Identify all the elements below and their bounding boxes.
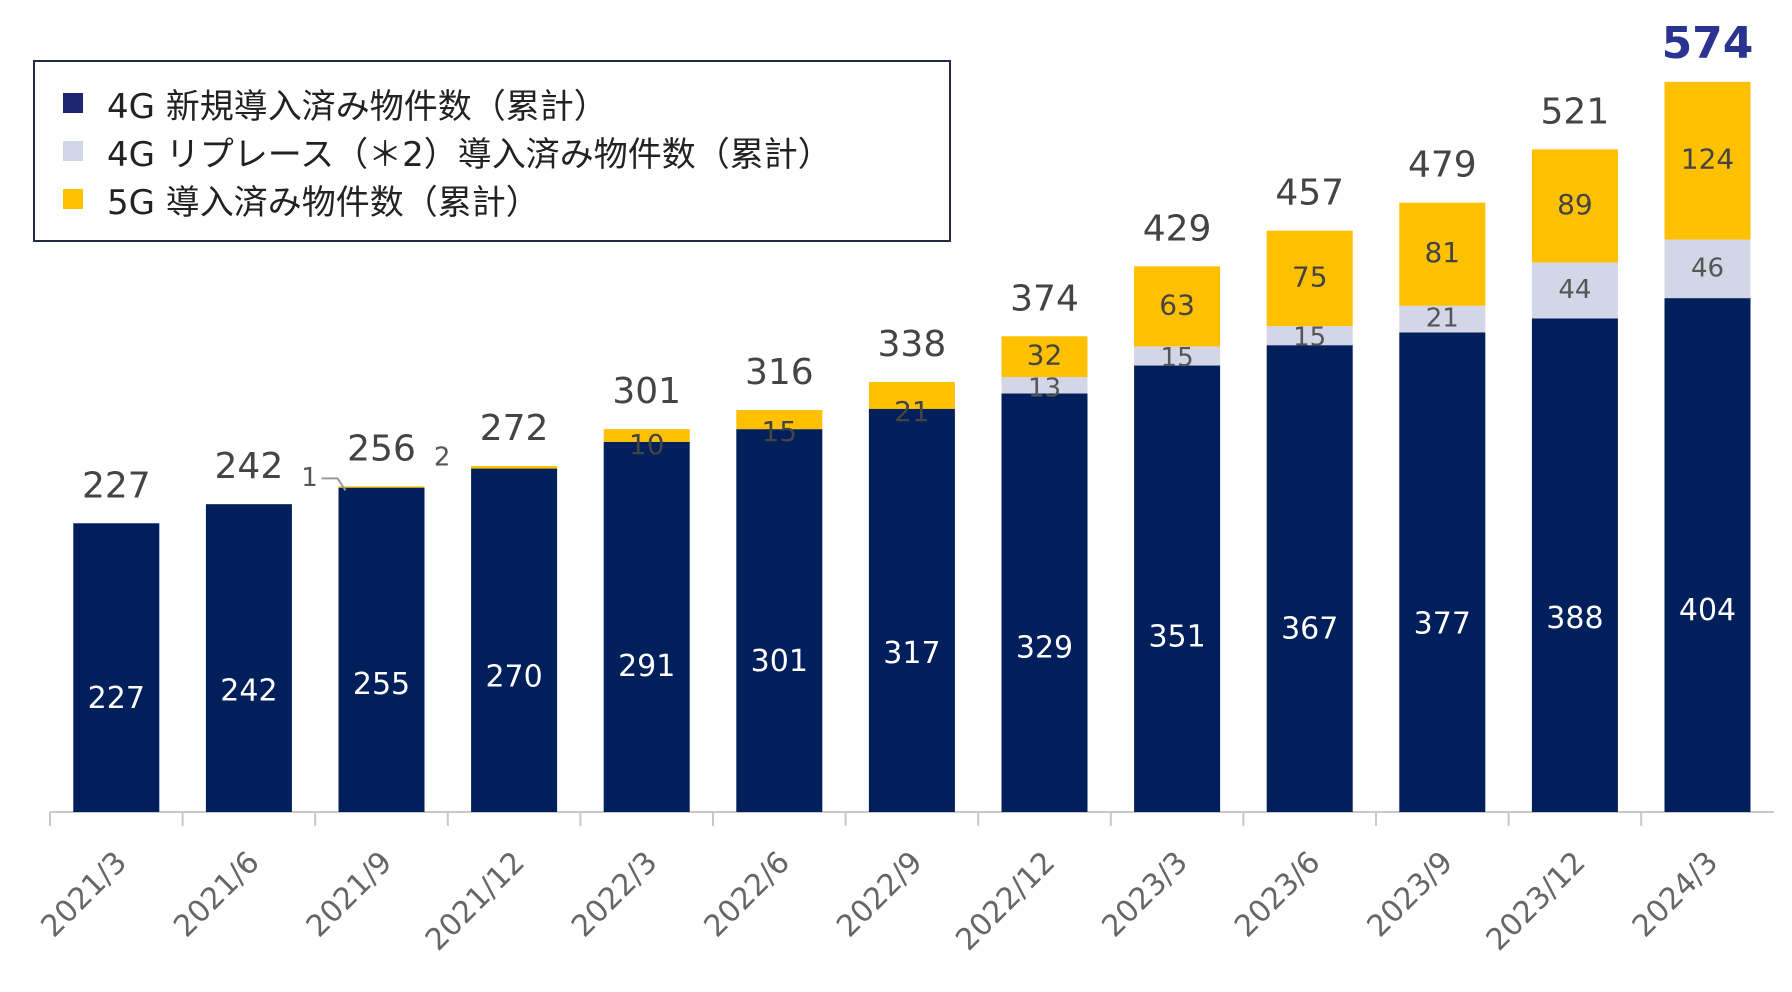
bar-segment-5g	[471, 466, 558, 469]
bar-segment-5g	[603, 429, 690, 442]
total-label: 457	[1275, 173, 1344, 214]
data-label-4g-new: 404	[1679, 593, 1736, 628]
data-label-5g: 63	[1159, 288, 1195, 321]
bar-segment-5g	[1399, 202, 1486, 306]
category-label: 2022/9	[830, 845, 929, 944]
bar-segment-4g-new	[736, 429, 823, 812]
legend-label-4g-replace: 4G リプレース（＊2）導入済み物件数（累計）	[107, 134, 832, 175]
legend-swatch-4g-new	[63, 93, 83, 113]
data-label-5g: 21	[894, 395, 930, 428]
data-label-5g: 10	[629, 428, 665, 461]
total-label: 338	[878, 324, 947, 365]
data-label-4g-new: 351	[1148, 619, 1205, 654]
bar-segment-4g-new	[205, 504, 292, 812]
bar-segment-4g-replace	[1134, 346, 1221, 366]
legend: 4G 新規導入済み物件数（累計） 4G リプレース（＊2）導入済み物件数（累計）…	[33, 60, 951, 242]
bar-segment-4g-new	[1399, 332, 1486, 812]
legend-item-5g: 5G 導入済み物件数（累計）	[63, 178, 540, 223]
bar-segment-4g-new	[1134, 365, 1221, 812]
category-label: 2022/6	[698, 845, 797, 944]
bar-segment-5g	[1134, 266, 1221, 347]
data-label-4g-new: 227	[88, 681, 145, 716]
bar-segment-4g-new	[1266, 345, 1353, 812]
legend-item-4g-replace: 4G リプレース（＊2）導入済み物件数（累計）	[63, 130, 832, 175]
bar-segment-5g	[868, 382, 955, 409]
total-label: 272	[480, 408, 549, 449]
bar-segment-4g-new	[338, 487, 425, 812]
data-label-5g: 32	[1027, 339, 1063, 372]
data-label-4g-replace: 15	[1161, 343, 1194, 373]
bar-segment-5g	[1001, 336, 1088, 377]
category-label: 2023/3	[1095, 845, 1194, 944]
total-label: 479	[1408, 145, 1477, 186]
callout-label: 1	[301, 463, 318, 493]
bar-segment-5g	[1266, 230, 1353, 327]
data-label-4g-replace: 13	[1028, 373, 1061, 403]
total-label: 374	[1010, 278, 1079, 319]
total-label: 574	[1662, 18, 1754, 69]
category-label: 2021/9	[300, 845, 399, 944]
bar-segment-5g	[1664, 81, 1751, 240]
data-label-5g: 124	[1681, 143, 1734, 176]
bar-segment-5g	[338, 486, 425, 488]
category-label: 2023/12	[1480, 845, 1593, 958]
legend-swatch-5g	[63, 189, 83, 209]
total-label: 242	[215, 446, 284, 487]
category-label: 2023/6	[1228, 845, 1327, 944]
bar-segment-4g-new	[471, 468, 558, 812]
data-label-5g: 81	[1424, 236, 1460, 269]
data-label-5g: 15	[761, 415, 797, 448]
total-label: 316	[745, 352, 814, 393]
data-label-4g-new: 329	[1016, 630, 1073, 665]
callout-leader-line	[321, 477, 347, 491]
category-label: 2021/6	[167, 845, 266, 944]
total-label: 256	[347, 428, 416, 469]
data-label-4g-new: 255	[353, 667, 410, 702]
bar-segment-5g	[736, 410, 823, 430]
bar-segment-4g-replace	[1266, 326, 1353, 346]
total-label: 429	[1143, 208, 1212, 249]
bar-segment-4g-new	[868, 408, 955, 812]
bar-segment-4g-new	[1664, 298, 1751, 812]
data-label-4g-new: 367	[1281, 611, 1338, 646]
data-label-4g-new: 242	[220, 673, 277, 708]
data-label-5g: 75	[1292, 260, 1328, 293]
category-label: 2022/12	[949, 845, 1062, 958]
data-label-4g-new: 291	[618, 649, 675, 684]
legend-swatch-4g-replace	[63, 141, 83, 161]
bar-segment-4g-replace	[1531, 262, 1618, 319]
legend-label-4g-new: 4G 新規導入済み物件数（累計）	[107, 86, 608, 127]
data-label-4g-new: 301	[751, 644, 808, 679]
bar-segment-4g-replace	[1664, 239, 1751, 299]
data-label-4g-replace: 21	[1426, 304, 1459, 334]
data-label-4g-new: 317	[883, 636, 940, 671]
bar-segment-4g-new	[1001, 393, 1088, 812]
data-label-5g: 89	[1557, 188, 1593, 221]
data-label-4g-replace: 15	[1293, 323, 1326, 353]
legend-label-5g: 5G 導入済み物件数（累計）	[107, 182, 540, 223]
bar-segment-4g-new	[1531, 318, 1618, 812]
category-label: 2024/3	[1626, 845, 1725, 944]
data-label-4g-replace: 44	[1558, 275, 1591, 305]
legend-item-4g-new: 4G 新規導入済み物件数（累計）	[63, 82, 608, 127]
total-label: 301	[612, 371, 681, 412]
category-label: 2022/3	[565, 845, 664, 944]
bar-segment-5g	[1531, 149, 1618, 263]
total-label: 227	[82, 465, 151, 506]
data-label-4g-replace: 46	[1691, 253, 1724, 283]
bar-segment-4g-replace	[1001, 376, 1088, 394]
total-label: 521	[1541, 91, 1610, 132]
category-label: 2021/3	[35, 845, 134, 944]
bar-segment-4g-new	[73, 523, 160, 812]
category-label: 2023/9	[1361, 845, 1460, 944]
data-label-4g-new: 270	[485, 660, 542, 695]
callout-label: 2	[434, 443, 451, 473]
category-label: 2021/12	[419, 845, 532, 958]
data-label-4g-new: 377	[1414, 606, 1471, 641]
data-label-4g-new: 388	[1546, 601, 1603, 636]
bar-segment-4g-replace	[1399, 305, 1486, 333]
bar-segment-4g-new	[603, 441, 690, 812]
